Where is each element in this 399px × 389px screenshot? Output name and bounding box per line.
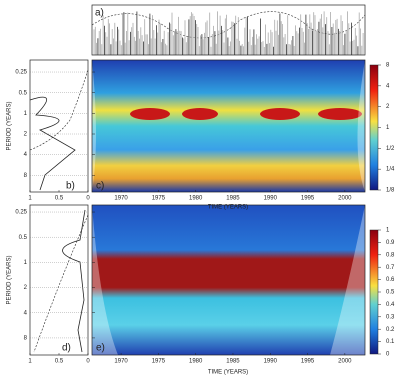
frame bbox=[91, 204, 366, 356]
time-series bbox=[93, 11, 364, 55]
power-peaks bbox=[130, 108, 362, 120]
y-tick-label: 4 bbox=[24, 310, 28, 316]
colorbar-tick-label: 0.5 bbox=[386, 290, 395, 296]
frame bbox=[29, 204, 89, 356]
y-tick-label: 1 bbox=[24, 111, 28, 117]
global-coherence bbox=[62, 209, 86, 353]
x-tick-label: 1990 bbox=[264, 196, 278, 202]
panel-label: a) bbox=[95, 8, 104, 19]
y-axis-label: PERIOD (YEARS) bbox=[7, 255, 13, 304]
x-tick-label: 1985 bbox=[226, 196, 240, 202]
colorbar-tick-label: 1/2 bbox=[386, 146, 395, 152]
y-tick-label: 4 bbox=[24, 152, 28, 158]
colorbar-tick-label: 1/8 bbox=[386, 188, 395, 194]
frame bbox=[91, 4, 366, 56]
y-axis-label: PERIOD (YEARS) bbox=[7, 101, 13, 150]
x-tick-label: 1970 bbox=[114, 196, 128, 202]
y-tick-label: 1 bbox=[24, 260, 28, 266]
x-tick-label: 1 bbox=[28, 359, 32, 365]
power-map bbox=[92, 60, 365, 192]
x-tick-label: 1995 bbox=[301, 196, 315, 202]
colorbar-tick-label: 0.3 bbox=[386, 314, 395, 320]
y-tick-label: 0.5 bbox=[19, 235, 28, 241]
x-tick-label: 1980 bbox=[189, 359, 203, 365]
colorbar-tick-label: 1/4 bbox=[386, 167, 395, 173]
x-tick-label: 1995 bbox=[301, 359, 315, 365]
x-tick-label: 1990 bbox=[264, 359, 278, 365]
colorbar-tick-label: 0.7 bbox=[386, 265, 395, 271]
colorbar-tick-label: 0.8 bbox=[386, 252, 395, 258]
x-axis-label: TIME (YEARS) bbox=[208, 205, 248, 211]
decoration bbox=[29, 4, 379, 356]
y-tick-label: 2 bbox=[24, 285, 28, 291]
x-tick-label: 0 bbox=[86, 359, 90, 365]
x-tick-label: 1975 bbox=[152, 196, 166, 202]
x-tick-label: 1980 bbox=[189, 196, 203, 202]
y-tick-label: 0.25 bbox=[15, 210, 27, 216]
panel-label: e) bbox=[96, 343, 105, 354]
colorbar bbox=[369, 64, 379, 191]
colorbar-tick-label: 2 bbox=[386, 104, 390, 110]
x-tick-label: 1 bbox=[28, 196, 32, 202]
y-tick-label: 2 bbox=[24, 132, 28, 138]
colorbar-tick-label: 0.2 bbox=[386, 327, 395, 333]
y-tick-label: 0.5 bbox=[19, 90, 28, 96]
x-tick-label: 1975 bbox=[152, 359, 166, 365]
global-spectrum bbox=[29, 96, 76, 191]
x-tick-label: 1985 bbox=[226, 359, 240, 365]
colorbar-tick-label: 0.1 bbox=[386, 339, 395, 345]
frame bbox=[29, 59, 89, 193]
y-tick-label: 8 bbox=[24, 336, 28, 342]
frame bbox=[91, 59, 366, 193]
colorbar-tick-label: 1 bbox=[386, 125, 390, 131]
y-tick-label: 8 bbox=[24, 173, 28, 179]
colorbar-tick-label: 0.9 bbox=[386, 240, 395, 246]
panel-label: c) bbox=[96, 181, 104, 192]
x-tick-label: 1970 bbox=[114, 359, 128, 365]
x-tick-label: 0.5 bbox=[55, 196, 64, 202]
coherence-map bbox=[92, 205, 365, 355]
x-tick-label: 0.5 bbox=[55, 359, 64, 365]
colorbar-tick-label: 4 bbox=[386, 83, 390, 89]
colorbar-tick-label: 0 bbox=[386, 352, 390, 358]
x-tick-label: 0 bbox=[86, 196, 90, 202]
panel-label: b) bbox=[66, 181, 75, 192]
colorbar-tick-label: 0.4 bbox=[386, 302, 395, 308]
x-tick-label: 2000 bbox=[338, 196, 352, 202]
colorbar bbox=[369, 229, 379, 355]
cone-of-influence bbox=[92, 205, 365, 355]
significance bbox=[33, 214, 89, 353]
colorbar-tick-label: 1 bbox=[386, 228, 390, 234]
panel-label: d) bbox=[62, 343, 71, 354]
colorbar-tick-label: 8 bbox=[386, 63, 390, 69]
x-tick-label: 2000 bbox=[338, 359, 352, 365]
y-tick-label: 0.25 bbox=[15, 70, 27, 76]
significance bbox=[29, 69, 89, 151]
colorbar-tick-label: 0.6 bbox=[386, 277, 395, 283]
x-axis-label: TIME (YEARS) bbox=[208, 370, 248, 376]
